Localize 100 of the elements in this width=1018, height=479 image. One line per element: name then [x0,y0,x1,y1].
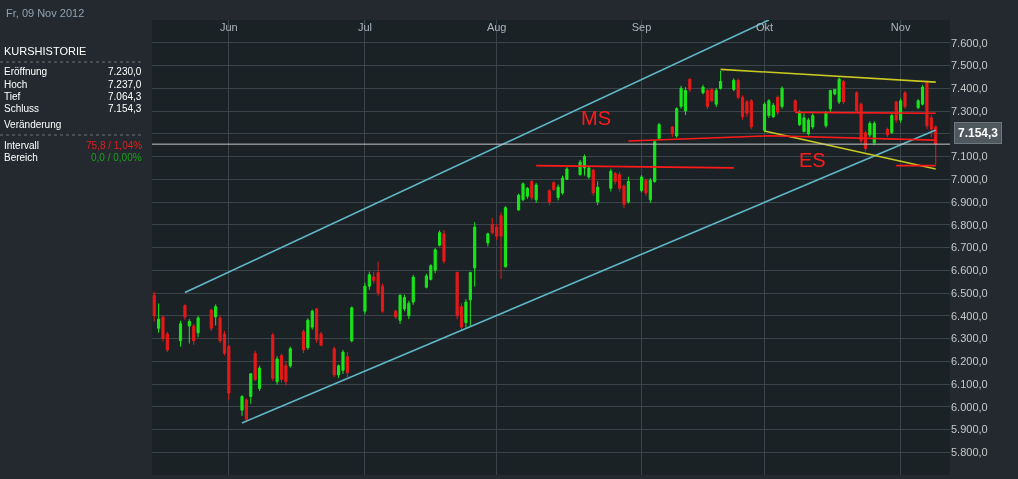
candlestick [394,309,398,320]
x-tick-label: Aug [486,20,507,33]
x-tick-label: Sep [631,20,652,33]
candlestick [438,229,442,247]
candlestick [776,94,780,116]
candlestick [885,127,890,138]
candlestick [301,329,306,354]
y-tick-label: 6.800,0 [951,218,988,231]
text: Veränderung [4,119,62,130]
ref-line-label: 7.154,3 [958,126,999,140]
text: Intervall [4,140,40,151]
y-tick-label: 7.000,0 [951,173,988,186]
candlestick [701,84,705,95]
text: 75,8 / 1,04% [86,140,143,151]
y-tick-label: 7.300,0 [951,104,988,117]
y-tick-label: 6.400,0 [951,309,988,322]
y-tick-label: 6.200,0 [951,355,988,368]
y-tick-label: 7.100,0 [951,150,988,163]
candlestick [675,106,679,139]
candlestick [196,315,200,338]
x-tick-label: Jul [357,20,372,33]
candlestick [609,168,613,193]
candlestick [345,351,349,378]
text: Fr, 09 Nov 2012 [6,7,85,19]
candlestick [732,77,736,92]
candlestick [525,186,529,200]
text: 7.154,3 [108,103,142,114]
candlestick [244,397,248,423]
candlestick [762,101,767,133]
y-tick-label: 7.400,0 [951,82,988,95]
candlestick [719,70,723,91]
candlestick [920,84,925,107]
candlestick [187,318,191,344]
candlestick [468,271,472,328]
candlestick [530,179,534,201]
candlestick [249,372,253,405]
annotation: ES [799,149,826,171]
candlestick [258,365,262,392]
candlestick [240,394,244,417]
text: Bereich [4,152,38,163]
y-tick-label: 5.900,0 [951,423,988,436]
candlestick [350,305,354,343]
candlestick [749,98,753,130]
x-tick-label: Nov [890,20,911,33]
text: Tief [4,91,21,102]
candlestick [464,298,468,329]
candlestick [547,188,551,206]
candlestick [903,90,907,110]
text: 7.064,3 [108,91,142,102]
candlestick [157,302,161,334]
candlestick [253,350,257,382]
candlestick [793,98,797,113]
text: Schluss [4,103,40,114]
candlestick [183,303,187,321]
y-tick-label: 6.000,0 [951,400,988,413]
candlestick [315,307,319,344]
candlestick [828,89,832,113]
candlestick [499,211,503,280]
candlestick [279,353,284,384]
text: 0,0 / 0,00% [91,152,142,163]
text: Eröffnung [4,66,48,77]
candlestick [271,332,275,382]
y-tick-label: 6.300,0 [951,332,988,345]
candlestick [890,112,894,135]
y-tick-label: 6.900,0 [951,195,988,208]
candlestick [275,355,279,386]
candlestick [398,293,402,325]
y-tick-label: 5.800,0 [951,446,988,459]
candlestick [214,303,218,327]
candlestick [192,323,196,346]
annotation: MS [581,107,611,129]
x-tick-label: Okt [755,20,774,33]
y-tick-label: 6.100,0 [951,377,988,390]
candlestick [486,232,490,247]
candlestick [841,79,846,105]
candlestick [503,205,508,269]
candlestick [209,308,213,332]
y-tick-label: 7.500,0 [951,59,988,72]
text: 7.237,0 [108,79,142,90]
candlestick [899,97,903,124]
y-tick-label: 7.600,0 [951,36,988,49]
candlestick [341,349,345,375]
candlestick [802,112,806,133]
candlestick [552,180,556,192]
candlestick [837,77,841,105]
candlestick [657,122,661,141]
candlestick [626,176,630,205]
candlestick [591,168,595,197]
y-tick-label: 6.600,0 [951,264,988,277]
candlestick [683,86,688,116]
text: KURSHISTORIE [4,45,87,57]
y-tick-label: 6.500,0 [951,286,988,299]
y-tick-label: 6.700,0 [951,241,988,254]
candlestick [534,182,538,204]
candlestick [411,274,415,306]
candlestick [178,320,183,348]
candlestick [473,221,477,288]
x-tick-label: Jun [219,20,238,33]
text: Hoch [4,79,28,90]
candlestick [872,120,876,146]
